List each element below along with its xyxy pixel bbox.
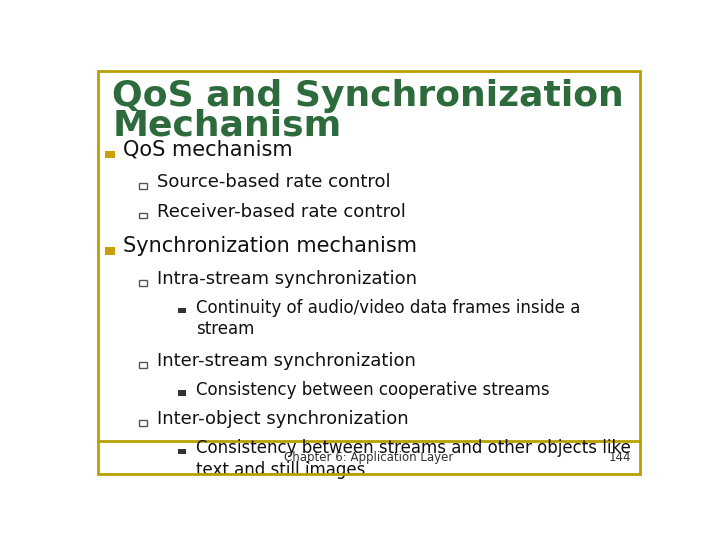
- FancyBboxPatch shape: [139, 213, 147, 219]
- FancyBboxPatch shape: [139, 420, 147, 426]
- Text: Chapter 6: Application Layer: Chapter 6: Application Layer: [284, 451, 454, 464]
- FancyBboxPatch shape: [139, 184, 147, 190]
- Text: QoS and Synchronization: QoS and Synchronization: [112, 79, 624, 113]
- Text: Inter-stream synchronization: Inter-stream synchronization: [157, 352, 416, 370]
- Text: Intra-stream synchronization: Intra-stream synchronization: [157, 269, 417, 288]
- Text: Consistency between cooperative streams: Consistency between cooperative streams: [196, 381, 549, 399]
- FancyBboxPatch shape: [139, 280, 147, 286]
- Text: Source-based rate control: Source-based rate control: [157, 173, 390, 191]
- Text: Synchronization mechanism: Synchronization mechanism: [124, 236, 418, 256]
- FancyBboxPatch shape: [139, 362, 147, 368]
- FancyBboxPatch shape: [179, 449, 186, 454]
- Text: Mechanism: Mechanism: [112, 109, 341, 143]
- Text: Receiver-based rate control: Receiver-based rate control: [157, 202, 406, 220]
- Text: Consistency between streams and other objects like
text and still images: Consistency between streams and other ob…: [196, 439, 631, 479]
- FancyBboxPatch shape: [179, 390, 186, 396]
- FancyBboxPatch shape: [104, 151, 114, 158]
- Text: QoS mechanism: QoS mechanism: [124, 140, 293, 160]
- Text: Inter-object synchronization: Inter-object synchronization: [157, 410, 408, 428]
- Text: Continuity of audio/video data frames inside a
stream: Continuity of audio/video data frames in…: [196, 299, 580, 338]
- FancyBboxPatch shape: [179, 308, 186, 314]
- Text: 144: 144: [609, 451, 631, 464]
- FancyBboxPatch shape: [104, 247, 114, 255]
